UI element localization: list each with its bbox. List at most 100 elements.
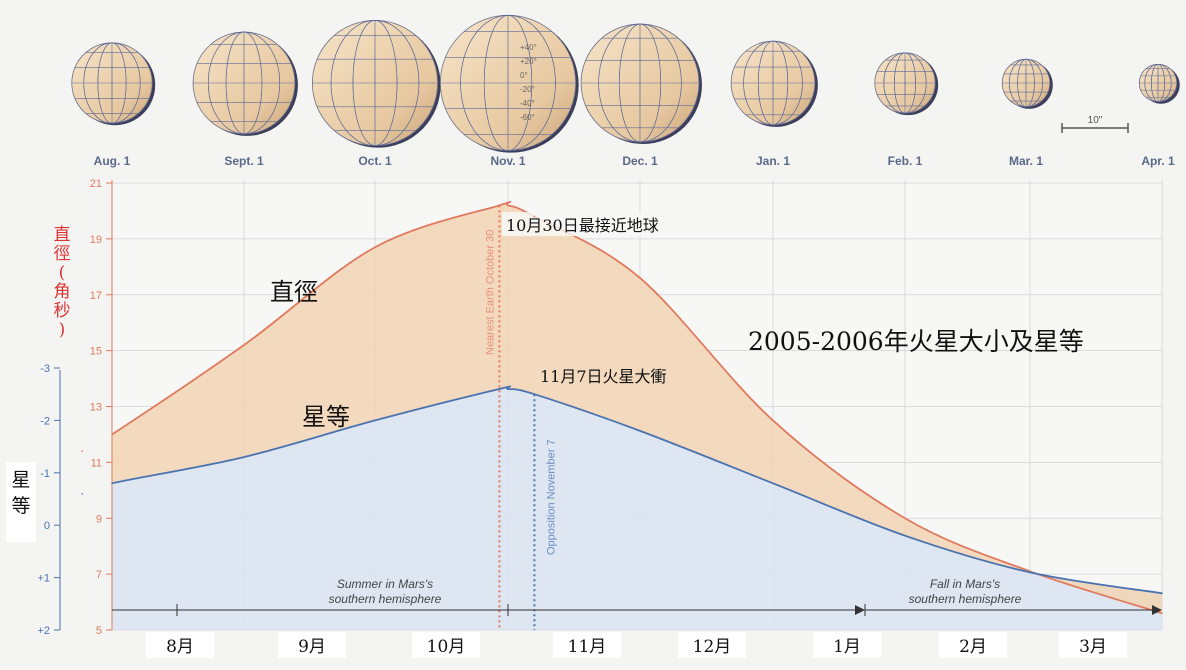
magnitude-tick-label: 0 <box>44 520 50 532</box>
month-label-box <box>813 632 881 658</box>
diameter-tick-label: 11 <box>91 457 102 469</box>
scale-bar: 10" <box>1061 115 1129 133</box>
diameter-tick-label: 17 <box>90 290 102 302</box>
month-header-label: Sept. 1 <box>224 154 264 168</box>
diameter-curve-label: 直徑 <box>270 278 318 306</box>
magnitude-tick-label: -1 <box>40 468 50 480</box>
mars-globe <box>1001 58 1053 109</box>
nearest-earth-annotation: 10月30日最接近地球 <box>506 216 659 235</box>
magnitude-point <box>904 534 906 537</box>
month-label-box <box>412 632 480 658</box>
magnitude-lower-fill <box>112 386 1162 630</box>
month-label-box <box>1059 632 1127 658</box>
diameter-tick-label: 19 <box>90 234 102 246</box>
chart-title: 2005-2006年火星大小及星等 <box>748 327 1084 356</box>
month-header-labels: Aug. 1 Sept. 1 Oct. 1 Nov. 1 Dec. 1 Jan. 1 Feb… <box>94 154 1175 168</box>
diameter-point <box>243 344 245 346</box>
magnitude-tick-label: +1 <box>37 573 50 585</box>
opposition-annotation: 11月7日火星大衝 <box>540 367 667 386</box>
diameter-point <box>1161 612 1163 615</box>
diameter-tick-label: 15 <box>90 346 102 358</box>
diameter-tick-label: 5 <box>96 625 102 637</box>
month-header-label: Dec. 1 <box>622 154 658 168</box>
globe-meridian <box>598 23 682 143</box>
month-label-zh: 11月 <box>568 637 607 657</box>
globe-meridian <box>83 42 141 124</box>
diameter-point <box>507 204 509 207</box>
globe-meridian <box>743 40 803 126</box>
globe-meridian <box>330 20 420 146</box>
mars-globes-row: +40° +20° 0° -20° -40° -60° <box>71 14 1180 153</box>
magnitude-title-box <box>6 462 36 542</box>
diameter-tick-label: 7 <box>96 569 102 581</box>
month-label-box <box>278 632 346 658</box>
globe-meridian <box>207 31 281 135</box>
magnitude-point <box>1161 592 1163 595</box>
month-label-zh: 12月 <box>693 637 732 657</box>
mars-globe <box>1138 63 1180 104</box>
season-arrow <box>112 604 1162 616</box>
globe-latitude-label: +20° <box>520 57 537 66</box>
month-label-box <box>146 632 214 658</box>
mars-globe <box>580 23 702 144</box>
month-header-label: Feb. 1 <box>888 154 923 168</box>
magnitude-point <box>507 388 509 390</box>
svg-text:星等: 星等 <box>11 469 30 517</box>
globe-meridian <box>1144 63 1172 103</box>
month-header-label: Mar. 1 <box>1009 154 1043 168</box>
magnitude-point <box>772 482 774 485</box>
mars-globe <box>311 19 441 148</box>
diameter-axis-title: 直徑(角秒) <box>54 225 71 340</box>
globe-meridian <box>460 15 556 151</box>
diameter-point <box>772 419 774 422</box>
diameter-tick-label: 21 <box>90 178 102 190</box>
month-label-zh: 10月 <box>427 637 466 657</box>
month-label-zh: 1月 <box>833 637 861 657</box>
mars-globe <box>71 42 156 126</box>
magnitude-tick-label: +2 <box>37 625 50 637</box>
globe-meridian <box>883 52 927 114</box>
month-label-zh: 8月 <box>166 637 194 657</box>
scale-bar-label: 10" <box>1088 115 1103 126</box>
diameter-point <box>81 450 83 453</box>
between-curves-fill <box>112 201 1162 614</box>
season-fall-label: Fall in Mars's southern hemisphere <box>909 577 1022 606</box>
month-label-box <box>678 632 746 658</box>
globe-latitude-label: 0° <box>520 71 528 80</box>
diameter-axis: 5 7 9 11 13 15 17 19 21 <box>90 178 113 637</box>
month-label-zh: 2月 <box>959 637 987 657</box>
magnitude-point <box>533 393 536 396</box>
diameter-point <box>111 433 113 436</box>
svg-text:直徑(角秒): 直徑(角秒) <box>54 225 71 340</box>
opposition-rotated-label: Opposition November 7 <box>545 439 557 555</box>
month-label-zh: 3月 <box>1079 637 1107 657</box>
diameter-tick-label: 9 <box>96 513 102 525</box>
month-label-box <box>553 632 621 658</box>
diameter-point <box>639 277 641 279</box>
month-labels-zh: 8月 9月 10月 11月 12月 1月 2月 3月 <box>146 632 1127 658</box>
magnitude-point <box>111 482 113 485</box>
globe-latitude-label: -20° <box>520 85 535 94</box>
diameter-tick-label: 13 <box>90 402 102 414</box>
diameter-point <box>498 204 501 207</box>
magnitude-point <box>81 492 83 495</box>
mars-globe <box>192 31 298 136</box>
month-header-label: Apr. 1 <box>1141 154 1175 168</box>
month-label-box <box>939 632 1007 658</box>
month-header-label: Oct. 1 <box>358 154 392 168</box>
magnitude-point <box>374 419 376 422</box>
magnitude-axis-title: 星等 <box>11 469 30 517</box>
diameter-point <box>904 517 906 520</box>
magnitude-point <box>498 388 501 390</box>
magnitude-curve-label: 星等 <box>302 403 350 431</box>
magnitude-point <box>639 430 641 432</box>
globe-latitude-label: -60° <box>520 113 535 122</box>
magnitude-point <box>1029 571 1031 574</box>
month-label-zh: 9月 <box>298 637 326 657</box>
globe-latitude-label: -40° <box>520 99 535 108</box>
month-header-label: Nov. 1 <box>490 154 525 168</box>
mars-globe <box>730 40 818 127</box>
mars-globe <box>439 14 579 153</box>
globe-latitude-label: +40° <box>520 43 537 52</box>
diameter-point <box>374 246 376 249</box>
